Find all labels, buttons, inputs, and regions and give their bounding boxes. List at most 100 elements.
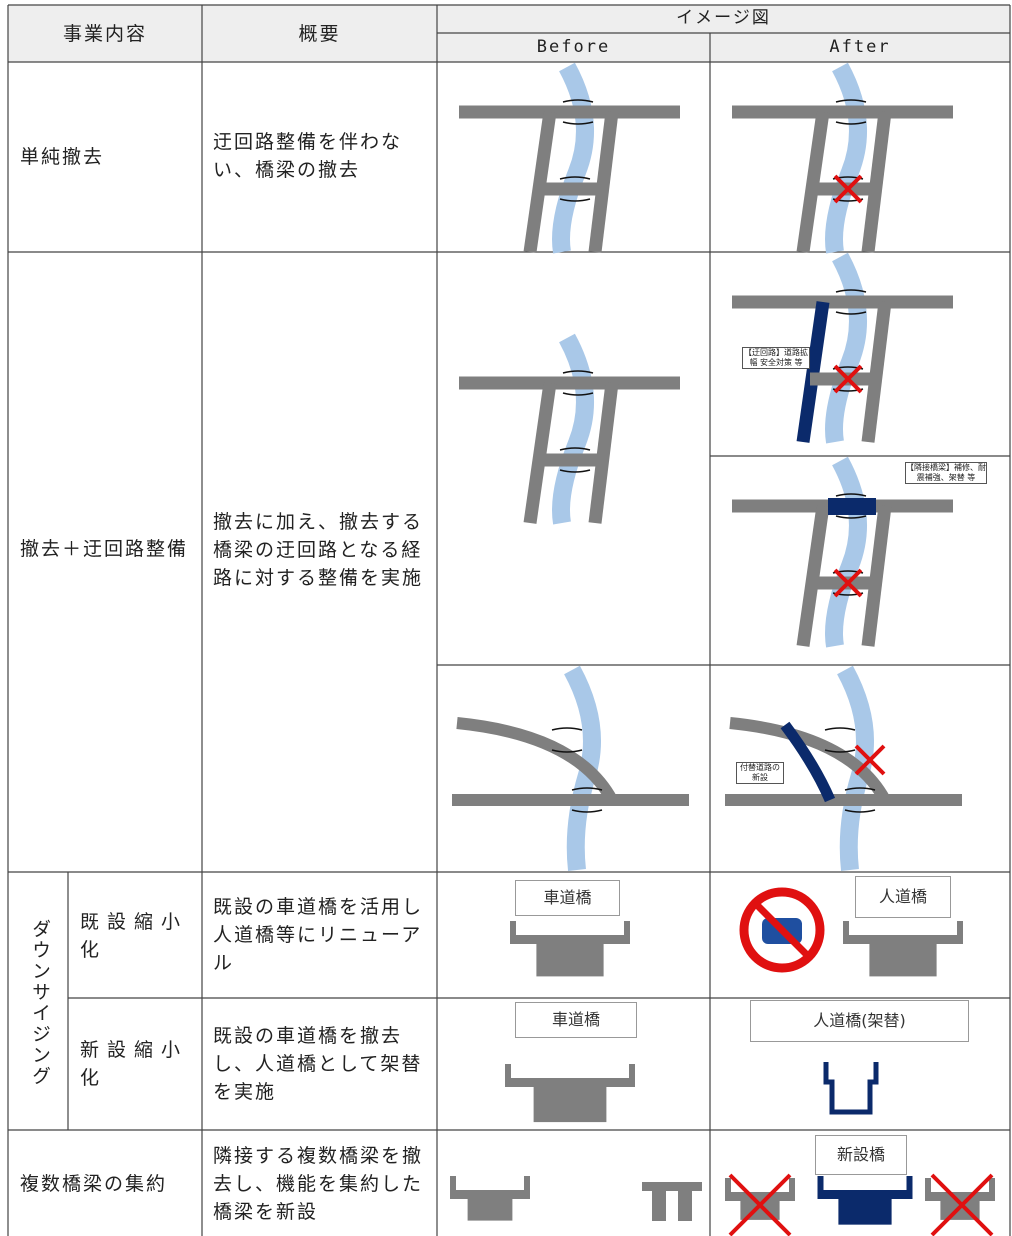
road xyxy=(588,111,619,253)
footbridge xyxy=(823,1062,879,1115)
girder xyxy=(843,921,849,935)
bridge-mark xyxy=(571,787,603,813)
business: 新設縮小化 xyxy=(80,1039,189,1089)
summary: 撤去に加え、撤去する橋梁の迂回路となる経路に対する整備を実施 xyxy=(213,511,424,589)
bridge-mark xyxy=(835,289,867,315)
girder xyxy=(505,1078,635,1087)
girder xyxy=(925,1178,931,1192)
girder xyxy=(510,935,630,944)
grid xyxy=(7,4,1011,1236)
girder xyxy=(925,1192,995,1201)
illustration xyxy=(725,1178,795,1220)
bridge-mark xyxy=(835,493,867,519)
road xyxy=(729,717,891,803)
road xyxy=(456,717,618,803)
illustration xyxy=(732,456,953,648)
road xyxy=(861,301,892,443)
road xyxy=(523,111,557,253)
header-image: イメージ図 xyxy=(676,8,771,28)
illustration xyxy=(459,62,680,254)
road xyxy=(796,111,830,253)
girder xyxy=(678,1191,692,1221)
cross-mark xyxy=(854,744,886,776)
bridge-mark xyxy=(559,176,591,202)
business: 複数橋梁の集約 xyxy=(20,1173,168,1195)
girder xyxy=(652,1191,666,1221)
girder xyxy=(817,1190,913,1199)
road xyxy=(861,111,892,253)
girder xyxy=(536,944,604,977)
girder xyxy=(629,1064,635,1078)
cross-mark xyxy=(833,174,863,204)
girder xyxy=(450,1176,456,1190)
bridge-mark xyxy=(562,370,594,396)
header-before: Before xyxy=(536,37,611,57)
road xyxy=(861,505,892,647)
header-business: 事業内容 xyxy=(62,23,147,45)
business: 既設縮小化 xyxy=(80,911,189,961)
annotation: 【隣接橋梁】補修、耐震補強、架替 等 xyxy=(905,462,987,484)
girder xyxy=(989,1178,995,1192)
illustration xyxy=(725,665,962,871)
girder xyxy=(789,1178,795,1192)
river xyxy=(825,456,867,648)
girder xyxy=(450,1190,530,1199)
illustration xyxy=(642,1182,702,1221)
road xyxy=(796,301,830,443)
illustration xyxy=(452,665,689,871)
river xyxy=(552,62,594,254)
girder xyxy=(642,1182,702,1191)
girder xyxy=(467,1199,513,1221)
river xyxy=(552,333,594,525)
bridge xyxy=(828,498,876,515)
annotation: 【迂回路】道路拡幅 安全対策 等 xyxy=(742,347,810,369)
cross-mark xyxy=(833,568,863,598)
bridge-mark xyxy=(562,99,594,125)
bridge-mark xyxy=(835,99,867,125)
bridge-mark xyxy=(559,447,591,473)
cross-mark xyxy=(930,1173,994,1236)
girder xyxy=(817,1176,824,1190)
illustration xyxy=(505,1064,635,1123)
illustration xyxy=(450,1176,530,1221)
girder xyxy=(843,935,963,944)
business: 撤去＋迂回路整備 xyxy=(20,538,189,560)
bridge-mark xyxy=(824,727,856,753)
label: 新設橋 xyxy=(815,1135,907,1175)
label: 人道橋(架替) xyxy=(750,1000,969,1042)
illustration xyxy=(732,62,953,254)
summary: 迂回路整備を伴わない、橋梁の撤去 xyxy=(213,131,403,181)
sign-bar xyxy=(753,901,811,959)
girder xyxy=(869,944,937,977)
summary: 隣接する複数橋梁を撤去し、機能を集約した橋梁を新設 xyxy=(213,1145,424,1223)
illustration xyxy=(817,1176,913,1225)
summary: 既設の車道橋を撤去し、人道橋として架替を実施 xyxy=(213,1025,423,1103)
illustration xyxy=(459,333,680,525)
road xyxy=(796,505,830,647)
cross-mark xyxy=(833,364,863,394)
label: 車道橋 xyxy=(515,880,620,916)
river xyxy=(825,252,867,444)
girder xyxy=(510,921,516,935)
river xyxy=(825,62,867,254)
cross-mark xyxy=(728,1173,792,1236)
illustration xyxy=(732,252,953,444)
illustration xyxy=(843,921,963,977)
header-after: After xyxy=(829,37,891,57)
label: 車道橋 xyxy=(515,1002,637,1038)
girder xyxy=(505,1064,511,1078)
road xyxy=(523,382,557,524)
summary: 既設の車道橋を活用し人道橋等にリニューアル xyxy=(213,896,424,974)
header-summary: 概要 xyxy=(298,23,341,45)
girder xyxy=(906,1176,913,1190)
annotation: 付替道路の新設 xyxy=(736,762,784,784)
girder xyxy=(533,1087,607,1123)
bridge-mark xyxy=(844,787,876,813)
girder xyxy=(725,1178,731,1192)
girder xyxy=(524,1176,530,1190)
road xyxy=(780,721,836,803)
girder xyxy=(624,921,630,935)
illustration xyxy=(510,921,630,977)
